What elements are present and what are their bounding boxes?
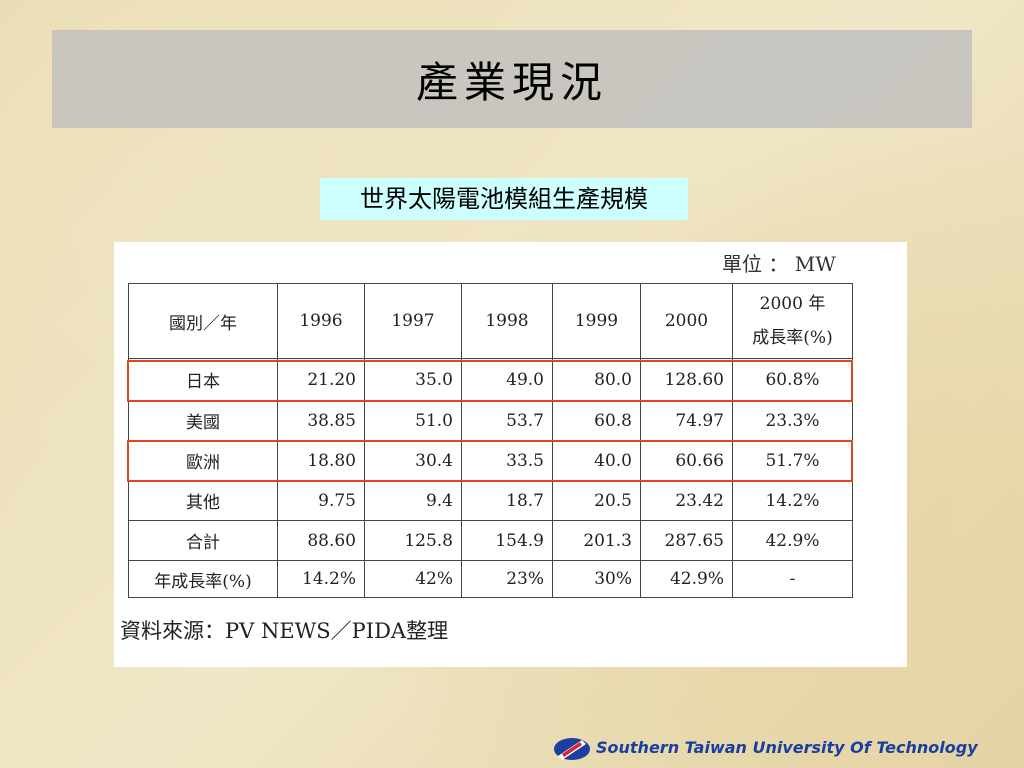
- header-cell: 1997: [364, 283, 462, 359]
- cell: 128.60: [640, 358, 733, 401]
- row-label: 合計: [128, 520, 278, 561]
- cell: 287.65: [640, 520, 733, 561]
- subtitle: 世界太陽電池模組生產規模: [320, 178, 688, 220]
- unit: 單位 ： MW: [722, 252, 836, 276]
- header-cell: 國別／年: [128, 283, 278, 359]
- cell: 30%: [552, 560, 641, 598]
- cell: 53.7: [461, 400, 553, 441]
- cell: -: [732, 560, 853, 598]
- cell: 23.42: [640, 480, 733, 521]
- header-cell: 1998: [461, 283, 553, 359]
- table-row: 美國 38.85 51.0 53.7 60.8 74.97 23.3%: [128, 400, 853, 441]
- cell: 33.5: [461, 440, 553, 481]
- table-row: 歐洲 18.80 30.4 33.5 40.0 60.66 51.7%: [128, 440, 853, 481]
- highlight-box: [127, 440, 853, 482]
- cell: 9.4: [364, 480, 462, 521]
- cell: 51.7%: [732, 440, 853, 481]
- cell: 20.5: [552, 480, 641, 521]
- header-line: 成長率(%): [752, 328, 833, 348]
- cell: 154.9: [461, 520, 553, 561]
- cell: 74.97: [640, 400, 733, 441]
- highlight-box: [127, 360, 853, 402]
- header-line: 2000 年: [759, 294, 826, 314]
- footer: Southern Taiwan University Of Technology: [596, 738, 978, 757]
- cell: 49.0: [461, 358, 553, 401]
- source-note: 資料來源：PV NEWS／PIDA整理: [120, 619, 449, 643]
- cell: 14.2%: [732, 480, 853, 521]
- row-label: 年成長率(%): [128, 560, 278, 598]
- cell: 38.85: [277, 400, 365, 441]
- data-table: 國別／年 1996 1997 1998 1999 2000 2000 年成長率(%) 日本 21…: [128, 283, 853, 598]
- cell: 14.2%: [277, 560, 365, 598]
- cell: 23%: [461, 560, 553, 598]
- cell: 80.0: [552, 358, 641, 401]
- cell: 42%: [364, 560, 462, 598]
- header-cell: 2000: [640, 283, 733, 359]
- title: 產業現況: [52, 30, 972, 128]
- cell: 40.0: [552, 440, 641, 481]
- cell: 51.0: [364, 400, 462, 441]
- logo: [554, 738, 590, 760]
- table-row: 其他 9.75 9.4 18.7 20.5 23.42 14.2%: [128, 480, 853, 521]
- table-row: 年成長率(%) 14.2% 42% 23% 30% 42.9% -: [128, 560, 853, 598]
- cell: 88.60: [277, 520, 365, 561]
- cell: 21.20: [277, 358, 365, 401]
- header-cell: 1999: [552, 283, 641, 359]
- cell: 9.75: [277, 480, 365, 521]
- cell: 42.9%: [640, 560, 733, 598]
- cell: 60.8: [552, 400, 641, 441]
- header-cell: 2000 年成長率(%): [732, 283, 853, 359]
- cell: 42.9%: [732, 520, 853, 561]
- row-label: 美國: [128, 400, 278, 441]
- cell: 201.3: [552, 520, 641, 561]
- header-row: 國別／年 1996 1997 1998 1999 2000 2000 年成長率(%): [128, 283, 853, 359]
- cell: 125.8: [364, 520, 462, 561]
- cell: 23.3%: [732, 400, 853, 441]
- table-row: 合計 88.60 125.8 154.9 201.3 287.65 42.9%: [128, 520, 853, 561]
- cell: 18.80: [277, 440, 365, 481]
- header-cell: 1996: [277, 283, 365, 359]
- row-label: 其他: [128, 480, 278, 521]
- cell: 18.7: [461, 480, 553, 521]
